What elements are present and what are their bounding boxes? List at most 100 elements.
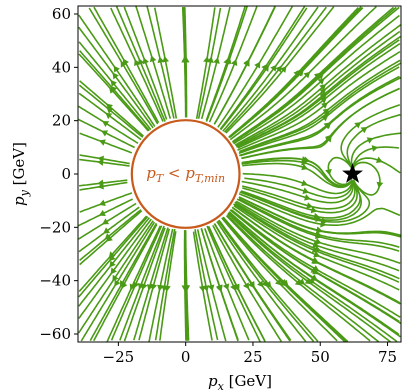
streamline-arrow — [102, 218, 110, 225]
streamline-arrow — [134, 59, 141, 67]
streamline — [78, 198, 133, 227]
streamline-arrow — [254, 61, 261, 69]
streamline-arrow — [248, 281, 255, 288]
streamline-arrow — [313, 251, 321, 258]
streamline-arrow — [230, 59, 238, 66]
streamline-arrow — [243, 58, 250, 66]
streamline-arrow — [133, 281, 140, 289]
streamline — [234, 24, 401, 146]
streamline-arrow — [297, 69, 304, 77]
streamline — [235, 200, 401, 265]
streamline-arrow — [324, 134, 332, 142]
streamline-arrow — [321, 102, 328, 109]
streamline — [78, 206, 140, 253]
streamline — [233, 14, 400, 145]
streamline — [228, 211, 400, 336]
streamline — [229, 6, 377, 141]
streamline — [238, 198, 400, 248]
streamline-arrow — [110, 80, 118, 87]
streamline-arrow — [104, 233, 112, 240]
region-label-p: p — [146, 164, 156, 182]
streamline — [196, 229, 227, 342]
streamline — [106, 225, 161, 342]
streamline-arrow — [97, 182, 104, 190]
streamline-arrow — [110, 267, 117, 275]
region-label-sub2: T,min — [195, 172, 225, 185]
streamline-arrow — [113, 65, 120, 73]
streamline-arrow — [302, 187, 310, 194]
streamline-arrow — [279, 279, 287, 287]
streamline — [78, 92, 142, 141]
streamline — [78, 105, 139, 144]
streamline — [93, 6, 160, 124]
streamline-arrow — [319, 92, 327, 99]
streamline-arrow — [97, 155, 105, 163]
streamline-arrow — [275, 65, 282, 73]
streamline-arrow — [157, 284, 164, 292]
streamline — [222, 6, 319, 132]
streamlines — [78, 6, 401, 342]
y-tick-label: 40 — [52, 58, 71, 76]
streamline — [78, 220, 154, 334]
streamline — [238, 193, 401, 226]
streamline — [240, 179, 361, 219]
streamline — [217, 6, 293, 128]
x-tick-label: −25 — [103, 348, 135, 366]
streamline — [232, 6, 395, 143]
streamline — [351, 146, 399, 168]
streamline-arrow — [313, 72, 321, 80]
streamline — [236, 35, 401, 148]
streamline-arrow — [280, 66, 287, 73]
streamline-arrow — [314, 238, 322, 245]
streamline — [133, 227, 169, 341]
streamline-arrow — [99, 139, 106, 146]
region-label-sub: T — [156, 172, 165, 185]
streamline — [240, 76, 401, 157]
region-label-rel: < — [163, 164, 185, 182]
streamline — [352, 157, 401, 174]
streamline — [235, 30, 401, 147]
streamline — [241, 157, 352, 187]
streamline-arrow — [157, 56, 165, 64]
streamline-arrow — [317, 78, 325, 85]
streamline-arrow — [301, 179, 308, 187]
streamline — [204, 228, 250, 341]
streamline — [229, 209, 400, 323]
streamline — [229, 7, 364, 138]
streamline — [153, 7, 178, 119]
streamline — [79, 179, 128, 187]
streamline-arrow — [304, 194, 311, 201]
streamline — [241, 180, 354, 204]
streamline-arrow — [162, 55, 170, 63]
y-tick-label: −20 — [39, 218, 71, 236]
x-tick-label: 0 — [181, 348, 191, 366]
streamline-arrow — [306, 202, 313, 209]
streamline — [242, 180, 356, 210]
streamline-arrow — [319, 88, 327, 95]
streamline-arrow — [360, 127, 368, 134]
excluded-region-label: pT < pT,min — [146, 164, 225, 185]
y-tick-label: −60 — [39, 325, 71, 343]
streamline-arrow — [202, 285, 210, 292]
streamline — [79, 209, 142, 262]
streamline-arrow — [320, 220, 327, 228]
streamline — [213, 6, 276, 124]
y-tick-label: −40 — [39, 272, 71, 290]
streamline — [79, 132, 133, 154]
streamline — [350, 132, 401, 167]
streamline-arrow — [182, 56, 190, 63]
streamline-arrow — [324, 122, 332, 130]
streamline — [78, 53, 149, 132]
streamline — [200, 6, 231, 120]
streamline-arrow — [142, 57, 149, 65]
x-tick-label: 25 — [243, 348, 262, 366]
streamline — [79, 158, 130, 167]
streamline — [206, 225, 261, 342]
streamline — [154, 228, 176, 341]
streamline-arrow — [261, 63, 268, 71]
streamline-arrow — [223, 57, 230, 65]
streamline-arrow — [106, 107, 114, 114]
x-tick-label: 75 — [378, 348, 397, 366]
streamline-arrow — [294, 279, 302, 286]
streamline — [192, 231, 213, 341]
